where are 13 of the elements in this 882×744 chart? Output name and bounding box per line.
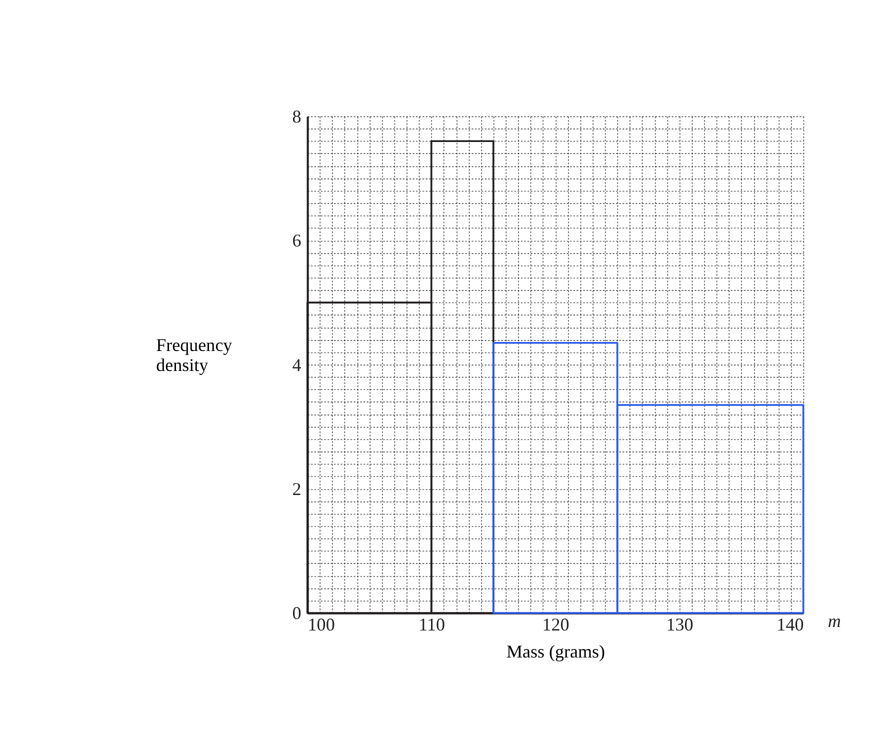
y-tick-label: 2 bbox=[292, 478, 302, 499]
y-tick-label: 0 bbox=[292, 603, 302, 624]
x-axis-title: Mass (grams) bbox=[506, 642, 606, 662]
x-tick-label: 140 bbox=[776, 614, 804, 635]
y-tick-label: 6 bbox=[292, 230, 302, 251]
x-tick-label: 100 bbox=[308, 614, 335, 635]
y-tick-label: 8 bbox=[292, 106, 302, 126]
x-tick-label: 130 bbox=[666, 614, 694, 635]
text: m bbox=[828, 610, 841, 631]
y-axis-title: Frequency density bbox=[156, 335, 232, 375]
x-tick-label: 120 bbox=[542, 614, 570, 635]
y-tick-label: 4 bbox=[292, 354, 302, 375]
x-tick-label: 110 bbox=[418, 614, 445, 635]
